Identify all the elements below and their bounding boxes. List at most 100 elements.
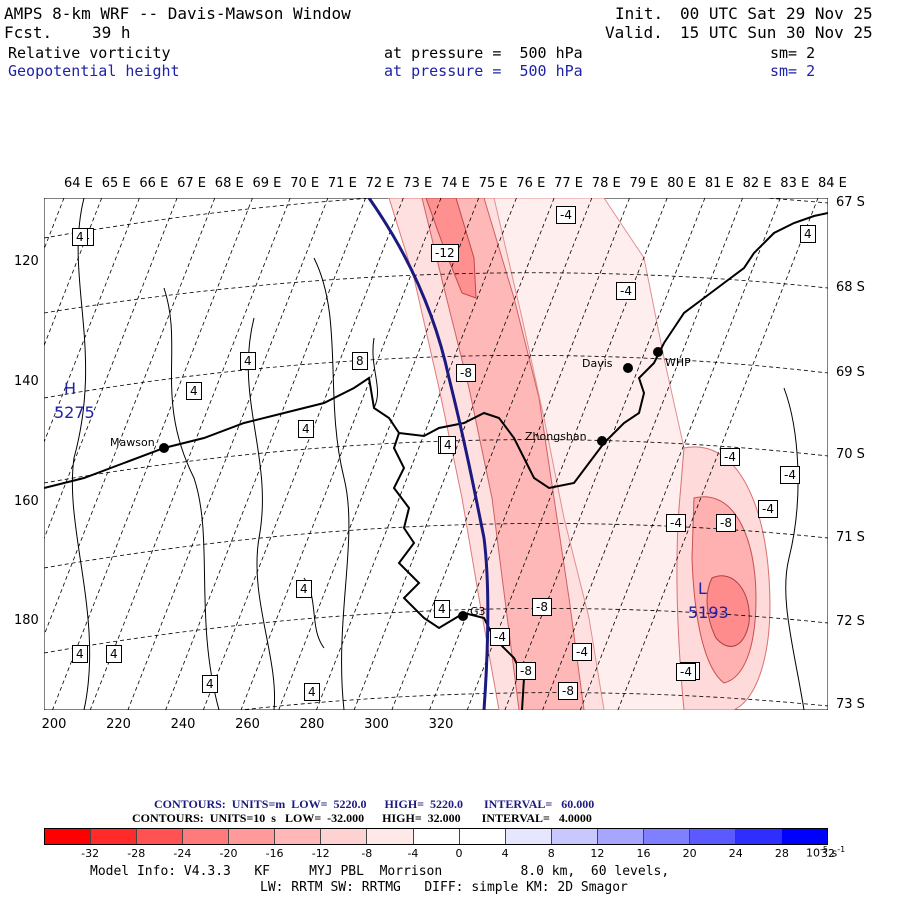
station-dot-mawson bbox=[159, 443, 169, 453]
model-info: Model Info: V4.3.3 KF MYJ PBL Morrison 8… bbox=[90, 864, 670, 879]
contour-label: -8 bbox=[516, 662, 536, 680]
field1-name: Relative vorticity bbox=[8, 44, 171, 62]
colorbar-label: -12 bbox=[311, 847, 330, 860]
low-value: 5193 bbox=[688, 603, 729, 622]
colorbar-label: -32 bbox=[81, 847, 100, 860]
station-label-zhongshan: Zhongshan bbox=[525, 430, 587, 443]
colorbar-swatch bbox=[689, 829, 736, 844]
lon-gridline bbox=[353, 198, 555, 710]
fcst-label: Fcst. bbox=[4, 23, 53, 42]
lon-gridline bbox=[316, 198, 517, 710]
colorbar-label: 4 bbox=[501, 847, 509, 860]
colorbar-label: -24 bbox=[173, 847, 192, 860]
colorbar-label: -8 bbox=[361, 847, 373, 860]
vorticity-contours bbox=[71, 198, 805, 710]
lon-gridline bbox=[165, 198, 366, 710]
contour-label: 4 bbox=[72, 228, 88, 246]
contour-label: 4 bbox=[800, 225, 816, 243]
colorbar-label: 32 bbox=[821, 847, 835, 860]
init-value: 00 UTC Sat 29 Nov 25 bbox=[680, 4, 873, 23]
station-dot-whp bbox=[653, 347, 663, 357]
lat-label: 69 S bbox=[836, 365, 865, 380]
colorbar-label: 28 bbox=[774, 847, 789, 860]
colorbar-swatch bbox=[91, 829, 138, 844]
lon-label: 68 E bbox=[214, 176, 244, 191]
lon-label: 75 E bbox=[478, 176, 508, 191]
lat-label: 71 S bbox=[836, 530, 865, 545]
station-label-g3: G3 bbox=[470, 605, 486, 618]
contour-label: -8 bbox=[532, 598, 552, 616]
contour-label: 4 bbox=[296, 580, 312, 598]
contour-label: -4 bbox=[616, 282, 636, 300]
lon-label: 84 E bbox=[818, 176, 847, 191]
station-dot-zhongshan bbox=[597, 436, 607, 446]
lon-label: 78 E bbox=[591, 176, 621, 191]
y-tick-label: 140 bbox=[14, 374, 39, 389]
station-dot-g3 bbox=[458, 611, 468, 621]
contour-label: 4 bbox=[106, 645, 122, 663]
colorbar-label: 16 bbox=[636, 847, 651, 860]
colorbar bbox=[44, 828, 828, 845]
colorbar-label: 12 bbox=[590, 847, 605, 860]
colorbar-swatch bbox=[459, 829, 506, 844]
lon-gridline bbox=[579, 198, 781, 710]
init-label: Init. bbox=[615, 4, 664, 23]
x-tick-label: 320 bbox=[428, 717, 454, 732]
colorbar-label: 0 bbox=[455, 847, 463, 860]
lon-label: 67 E bbox=[177, 176, 206, 191]
colorbar-swatch bbox=[183, 829, 230, 844]
model-info-2: LW: RRTM SW: RRTMG DIFF: simple KM: 2D S… bbox=[260, 880, 628, 895]
lon-gridline bbox=[278, 198, 480, 710]
lon-label: 65 E bbox=[101, 176, 131, 191]
lon-label: 70 E bbox=[290, 176, 320, 191]
valid-label: Valid. bbox=[605, 23, 663, 42]
field1-sm: sm= 2 bbox=[770, 44, 816, 62]
x-tick-label: 200 bbox=[41, 717, 67, 732]
colorbar-swatch bbox=[413, 829, 460, 844]
lat-label: 70 S bbox=[836, 447, 865, 462]
contour-label: -4 bbox=[676, 663, 696, 681]
lat-label: 73 S bbox=[836, 697, 865, 712]
y-tick-label: 180 bbox=[14, 613, 39, 628]
lon-gridline bbox=[617, 198, 819, 710]
lat-label: 67 S bbox=[836, 195, 865, 210]
high-value: 5275 bbox=[54, 403, 95, 422]
contour-label: -4 bbox=[572, 643, 592, 661]
lon-label: 74 E bbox=[441, 176, 470, 191]
contours-vorticity-info: CONTOURS: UNITS=10 s LOW= -32.000 HIGH= … bbox=[132, 811, 592, 825]
colorbar-label: -28 bbox=[127, 847, 146, 860]
colorbar-swatch bbox=[597, 829, 644, 844]
lon-gridline bbox=[44, 198, 178, 540]
lon-label: 69 E bbox=[252, 176, 282, 191]
contour-label: 4 bbox=[304, 683, 320, 701]
lon-label: 71 E bbox=[327, 176, 357, 191]
longitude-gridlines bbox=[44, 198, 819, 710]
contour-label: -4 bbox=[556, 206, 576, 224]
contour-label: 4 bbox=[202, 675, 218, 693]
vorticity-band-mid bbox=[421, 198, 585, 710]
lon-gridline bbox=[429, 198, 630, 710]
x-tick-label: 300 bbox=[364, 717, 389, 732]
lon-label: 72 E bbox=[365, 176, 395, 191]
lon-label: 83 E bbox=[780, 176, 810, 191]
lon-gridline bbox=[391, 198, 593, 710]
lon-gridline bbox=[52, 198, 253, 710]
field1-level: at pressure = 500 hPa bbox=[384, 44, 583, 62]
lon-gridline bbox=[44, 198, 216, 637]
contour-label: -4 bbox=[758, 500, 778, 518]
colorbar-swatch bbox=[321, 829, 368, 844]
lon-label: 82 E bbox=[742, 176, 772, 191]
station-label-davis: Davis bbox=[582, 357, 613, 370]
colorbar-swatch bbox=[643, 829, 690, 844]
vorticity-map bbox=[44, 198, 828, 710]
x-tick-label: 240 bbox=[170, 717, 196, 732]
contour-label: -4 bbox=[666, 514, 686, 532]
contour-label: -4 bbox=[780, 466, 800, 484]
lon-gridline bbox=[89, 198, 291, 710]
colorbar-swatch bbox=[45, 829, 92, 844]
colorbar-label: -20 bbox=[219, 847, 238, 860]
contours-height-info: CONTOURS: UNITS=m LOW= 5220.0 HIGH= 5220… bbox=[154, 797, 595, 811]
contour-label: 4 bbox=[186, 382, 202, 400]
lon-label: 81 E bbox=[704, 176, 734, 191]
x-tick-label: 220 bbox=[106, 717, 131, 732]
